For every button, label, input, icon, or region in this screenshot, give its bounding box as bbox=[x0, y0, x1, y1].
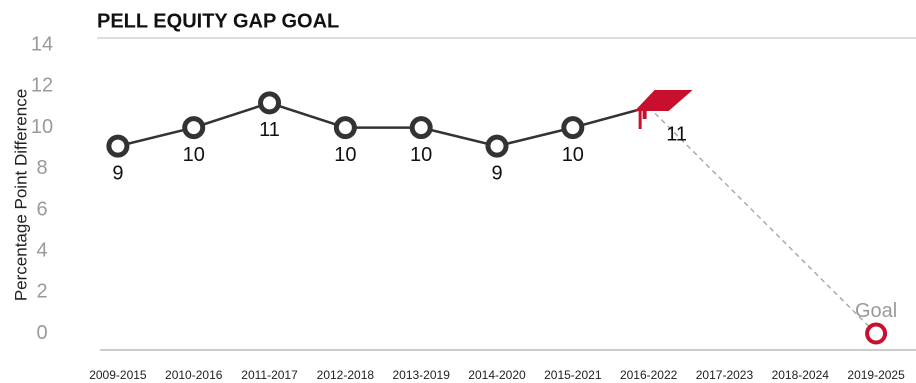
y-tick-label: 14 bbox=[31, 34, 53, 56]
y-tick-label: 2 bbox=[36, 281, 47, 303]
point-marker bbox=[333, 116, 357, 140]
y-tick-label: 10 bbox=[31, 116, 53, 138]
data-label: 10 bbox=[410, 144, 432, 166]
point-marker bbox=[409, 116, 433, 140]
point-marker bbox=[485, 134, 509, 158]
point-marker bbox=[182, 116, 206, 140]
data-label: 9 bbox=[112, 162, 123, 184]
x-tick-label: 2012-2018 bbox=[317, 368, 375, 382]
x-tick-label: 2017-2023 bbox=[696, 368, 754, 382]
x-tick-label: 2018-2024 bbox=[772, 368, 830, 382]
x-tick-label: 2016-2022 bbox=[620, 368, 678, 382]
point-marker bbox=[258, 91, 282, 115]
chart-title: PELL EQUITY GAP GOAL bbox=[97, 10, 339, 32]
y-tick-label: 8 bbox=[36, 157, 47, 179]
x-tick-label: 2019-2025 bbox=[847, 368, 905, 382]
data-label: 11 bbox=[259, 119, 280, 141]
x-tick-label: 2011-2017 bbox=[241, 368, 298, 382]
series-line bbox=[117, 101, 649, 148]
goal-marker bbox=[865, 322, 888, 345]
x-tick-label: 2013-2019 bbox=[392, 368, 450, 382]
data-label: 10 bbox=[183, 144, 205, 166]
data-label: 11 bbox=[666, 123, 687, 145]
goal-label: Goal bbox=[855, 300, 897, 322]
point-marker bbox=[561, 116, 585, 140]
x-tick-label: 2009-2015 bbox=[89, 368, 147, 382]
data-label: 10 bbox=[334, 144, 356, 166]
x-tick-label: 2015-2021 bbox=[544, 368, 602, 382]
graduation-cap bbox=[634, 90, 693, 130]
y-tick-label: 12 bbox=[31, 75, 53, 97]
data-label: 10 bbox=[562, 144, 584, 166]
y-axis-label: Percentage Point Difference bbox=[11, 89, 30, 301]
data-label: 9 bbox=[491, 162, 502, 184]
y-tick-label: 0 bbox=[36, 322, 47, 344]
x-tick-label: 2014-2020 bbox=[468, 368, 526, 382]
y-tick-label: 4 bbox=[36, 239, 47, 261]
x-tick-label: 2010-2016 bbox=[165, 368, 223, 382]
y-tick-label: 6 bbox=[36, 198, 47, 220]
point-marker bbox=[106, 134, 130, 158]
